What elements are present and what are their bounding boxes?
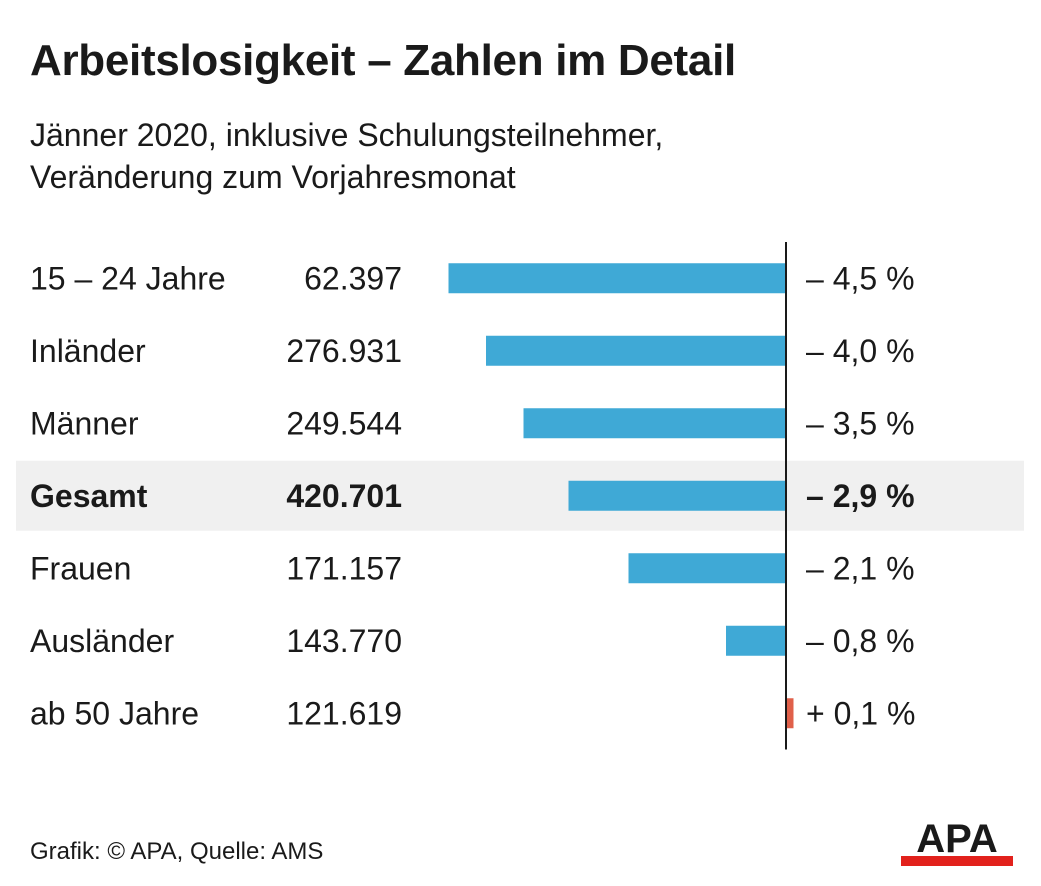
count-label: 420.701 <box>286 478 402 514</box>
highlight-row <box>16 460 1024 531</box>
value-label: – 0,8 % <box>806 623 915 659</box>
count-label: 249.544 <box>286 405 402 441</box>
value-label: – 4,0 % <box>806 333 915 369</box>
category-label: 15 – 24 Jahre <box>30 260 226 296</box>
category-label: ab 50 Jahre <box>30 695 199 731</box>
value-label: – 2,9 % <box>806 478 915 514</box>
value-label: + 0,1 % <box>806 695 915 731</box>
category-label: Inländer <box>30 333 146 369</box>
bar <box>628 553 786 584</box>
bar <box>486 335 786 366</box>
count-label: 143.770 <box>286 623 402 659</box>
category-label: Männer <box>30 405 139 441</box>
bar <box>523 408 786 439</box>
count-label: 62.397 <box>304 260 402 296</box>
apa-logo-text: APA <box>916 818 997 861</box>
source-credit: Grafik: © APA, Quelle: AMS <box>30 838 324 865</box>
value-label: – 4,5 % <box>806 260 915 296</box>
bar <box>786 698 794 729</box>
count-label: 121.619 <box>286 695 402 731</box>
category-label: Frauen <box>30 550 131 586</box>
apa-logo-stripe <box>901 856 1013 866</box>
bar <box>726 625 786 656</box>
bar <box>448 263 786 294</box>
category-label: Gesamt <box>30 478 148 514</box>
count-label: 171.157 <box>286 550 402 586</box>
value-label: – 2,1 % <box>806 550 915 586</box>
bar <box>568 480 786 511</box>
chart-subtitle: Jänner 2020, inklusive Schulungsteilnehm… <box>30 114 663 198</box>
subtitle-line-1: Jänner 2020, inklusive Schulungsteilnehm… <box>30 117 664 153</box>
value-label: – 3,5 % <box>806 405 915 441</box>
chart-title: Arbeitslosigkeit – Zahlen im Detail <box>30 36 736 85</box>
count-label: 276.931 <box>286 333 402 369</box>
subtitle-line-2: Veränderung zum Vorjahresmonat <box>30 159 516 195</box>
category-label: Ausländer <box>30 623 174 659</box>
apa-logo: APA <box>901 818 1013 866</box>
